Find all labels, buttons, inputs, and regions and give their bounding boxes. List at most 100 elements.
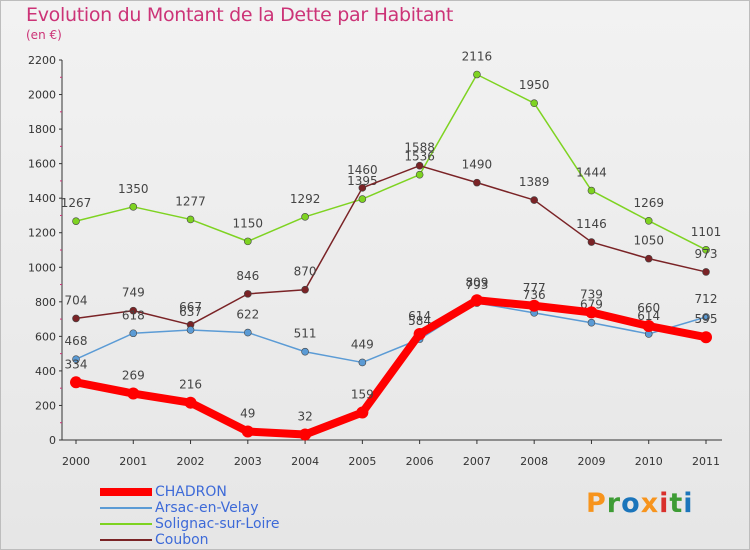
y-tick-label: 800	[35, 296, 56, 309]
data-point	[530, 196, 538, 204]
x-tick-label: 2004	[291, 455, 319, 468]
data-label: 1588	[404, 141, 435, 155]
data-label: 216	[179, 378, 202, 392]
logo-letter: i	[683, 488, 694, 519]
data-label: 49	[240, 407, 255, 421]
data-label: 614	[408, 309, 431, 323]
chart-unit: (en €)	[26, 28, 62, 42]
data-label: 704	[65, 293, 88, 307]
data-point	[415, 161, 424, 170]
data-point	[470, 294, 483, 307]
data-label: 468	[65, 334, 88, 348]
legend-swatch	[100, 523, 152, 525]
x-tick-label: 2009	[577, 455, 605, 468]
data-point	[702, 246, 710, 254]
data-label: 1277	[175, 194, 206, 208]
data-point	[413, 327, 426, 340]
legend-swatch	[100, 488, 152, 496]
logo-letter: r	[606, 488, 622, 519]
data-label: 1146	[576, 217, 607, 231]
logo-letter: P	[586, 488, 607, 519]
legend-item: Arsac-en-Velay	[100, 500, 340, 516]
y-tick-label: 2000	[28, 89, 56, 102]
data-label: 736	[523, 288, 546, 302]
legend-label: CHADRON	[155, 484, 227, 500]
logo-letter: o	[621, 488, 641, 519]
data-point	[358, 195, 367, 203]
data-point	[415, 170, 424, 179]
data-label: 269	[122, 369, 145, 383]
data-label: 1350	[118, 182, 149, 196]
data-point	[72, 314, 80, 323]
line-chart: 0 200 400 600 800 1000 1200 1400 1600 1800 2000 220…	[28, 50, 722, 468]
data-label: 793	[465, 278, 488, 292]
x-tick-label: 2006	[406, 455, 434, 468]
series-line-chadron	[72, 296, 710, 439]
data-label: 777	[523, 281, 546, 295]
data-point	[72, 355, 80, 363]
data-point	[587, 238, 596, 246]
data-label: 449	[351, 337, 374, 351]
data-label: 660	[637, 301, 660, 315]
data-point	[244, 290, 252, 298]
series-line-coubon	[75, 164, 707, 326]
data-label: 1490	[462, 158, 493, 172]
y-tick-label: 400	[35, 365, 56, 378]
data-point	[186, 326, 195, 334]
data-label: 1460	[347, 163, 378, 177]
data-point	[70, 376, 82, 389]
data-point	[587, 318, 596, 327]
x-tick-label: 2001	[119, 455, 147, 468]
data-label: 1050	[633, 234, 664, 248]
logo-letter: t	[669, 488, 684, 519]
series-line-solignac-sur-loire	[75, 73, 707, 251]
x-tick-label: 2007	[463, 455, 491, 468]
y-tick-label: 1600	[28, 158, 56, 171]
x-tick-label: 2000	[62, 455, 90, 468]
series-line-arsac-en-velay	[75, 302, 707, 364]
data-point	[244, 237, 252, 246]
data-point	[127, 387, 140, 400]
data-point	[129, 306, 138, 315]
y-tick-label: 1400	[28, 192, 56, 205]
y-tick-label: 200	[35, 399, 56, 412]
data-point	[644, 254, 653, 263]
data-point	[700, 331, 712, 344]
data-label: 32	[297, 409, 312, 423]
data-label: 870	[294, 265, 317, 279]
data-label: 846	[236, 269, 259, 283]
data-label: 1101	[691, 225, 722, 239]
data-point	[702, 313, 710, 321]
data-label: 1150	[233, 216, 264, 230]
data-point	[301, 347, 309, 356]
data-point	[301, 285, 309, 294]
data-label: 334	[65, 357, 88, 371]
legend-label: Coubon	[155, 532, 209, 548]
y-tick-label: 600	[35, 330, 56, 343]
logo-letter: x	[640, 488, 660, 519]
data-label: 1292	[290, 192, 321, 206]
data-label: 584	[408, 314, 431, 328]
data-point	[702, 268, 710, 276]
data-point	[186, 215, 195, 224]
x-tick-label: 2011	[692, 455, 720, 468]
x-tick-label: 2003	[234, 455, 262, 468]
data-label: 667	[179, 300, 202, 314]
data-label: 1269	[633, 196, 664, 210]
data-label: 595	[695, 312, 718, 326]
data-label: 2116	[462, 50, 493, 64]
legend-swatch	[100, 539, 152, 541]
data-point	[241, 425, 254, 438]
data-label: 159	[351, 388, 374, 402]
x-tick-label: 2008	[520, 455, 548, 468]
data-point	[129, 203, 138, 211]
data-point	[473, 70, 481, 79]
data-point	[356, 406, 369, 419]
logo-letter: i	[659, 488, 670, 519]
data-point	[587, 186, 596, 195]
data-label: 1389	[519, 175, 550, 189]
data-label: 1536	[404, 150, 435, 164]
data-label: 749	[122, 286, 145, 300]
y-tick-label: 0	[49, 434, 56, 447]
